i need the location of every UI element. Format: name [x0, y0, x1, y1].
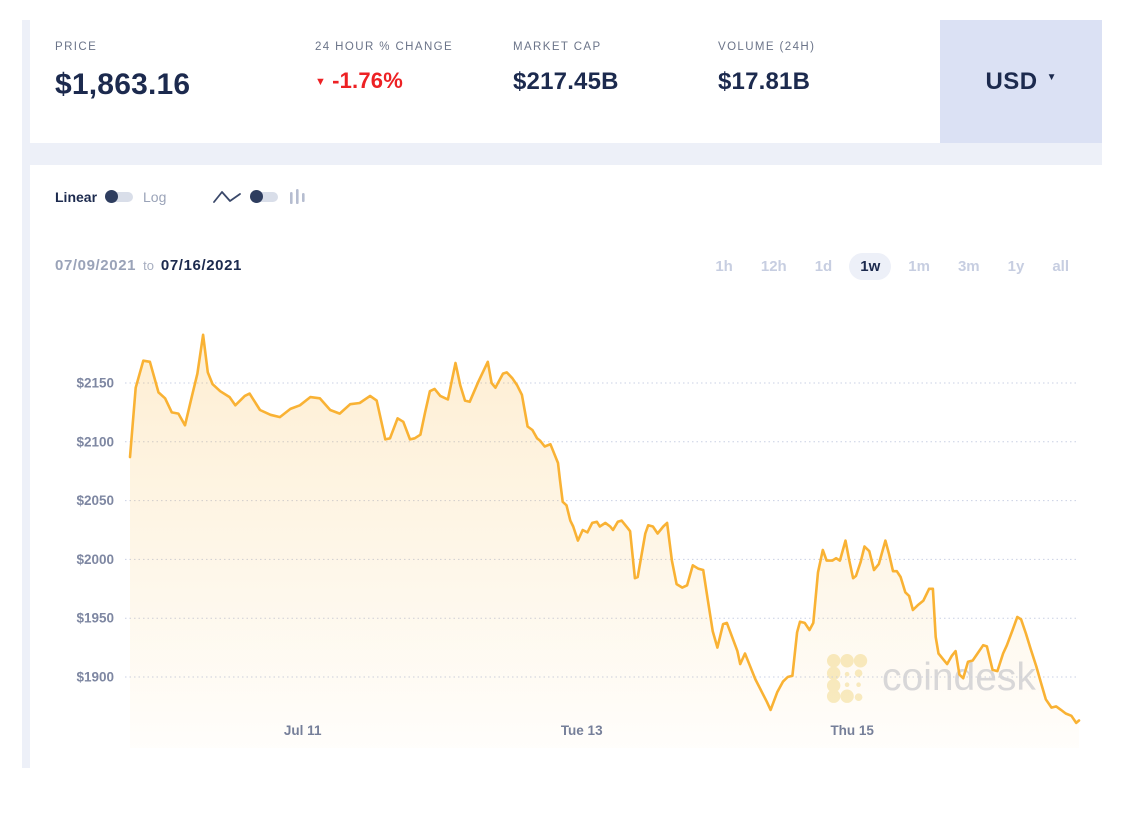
date-range-start[interactable]: 07/09/2021 [55, 257, 137, 274]
price-chart[interactable]: $2150 $2100 $2050 $2000 $1950 $1900 Jul 11 Tue … [30, 315, 1102, 768]
range-button-1m[interactable]: 1m [908, 258, 930, 275]
toggle-knob-icon [250, 190, 264, 203]
price-label: PRICE [55, 41, 98, 53]
chart-type-toggle-switch[interactable] [250, 190, 279, 203]
scale-toggle-switch[interactable] [105, 190, 134, 203]
range-button-1w[interactable]: 1w [849, 253, 892, 280]
stat-volume: VOLUME (24H) $17.81B [718, 41, 815, 96]
bar-chart-icon[interactable] [288, 187, 308, 207]
price-value: $1,863.16 [55, 68, 191, 101]
svg-text:Thu 15: Thu 15 [830, 723, 874, 738]
stats-bar: PRICE $1,863.16 24 HOUR % CHANGE ▼ -1.76… [30, 20, 1102, 143]
page-panel: PRICE $1,863.16 24 HOUR % CHANGE ▼ -1.76… [22, 20, 1102, 768]
date-range-end[interactable]: 07/16/2021 [160, 257, 242, 274]
linear-scale-label[interactable]: Linear [55, 189, 98, 205]
svg-text:$1950: $1950 [76, 611, 114, 626]
volume-label: VOLUME (24H) [718, 41, 816, 53]
range-button-1y[interactable]: 1y [1007, 258, 1025, 275]
chart-controls: Linear Log [55, 187, 308, 207]
range-button-all[interactable]: all [1052, 258, 1069, 275]
svg-text:Jul 11: Jul 11 [284, 723, 322, 738]
change-label: 24 HOUR % CHANGE [315, 41, 454, 53]
market-cap-value: $217.45B [513, 68, 619, 95]
svg-text:$2100: $2100 [76, 434, 114, 449]
axis-labels: $2150 $2100 $2050 $2000 $1950 $1900 Jul 11 Tue … [76, 376, 874, 739]
svg-text:$2050: $2050 [76, 493, 114, 508]
log-scale-label[interactable]: Log [143, 189, 167, 205]
chart-card: Linear Log 07/09/2021 to 07/16/202 [30, 165, 1102, 768]
currency-label: USD [985, 67, 1038, 95]
stat-24h-change: 24 HOUR % CHANGE ▼ -1.76% [315, 41, 453, 94]
date-range-separator: to [143, 258, 154, 273]
date-range: 07/09/2021 to 07/16/2021 [55, 257, 242, 274]
svg-text:$1900: $1900 [76, 670, 114, 685]
svg-text:$2000: $2000 [76, 552, 114, 567]
stat-market-cap: MARKET CAP $217.45B [513, 41, 619, 96]
stat-price: PRICE $1,863.16 [55, 41, 190, 102]
down-arrow-icon: ▼ [315, 75, 327, 88]
price-line [128, 333, 1081, 725]
range-button-1h[interactable]: 1h [715, 258, 733, 275]
area-fill [130, 334, 1079, 748]
volume-value: $17.81B [718, 68, 811, 95]
change-value: ▼ -1.76% [315, 68, 453, 94]
time-range-buttons: 1h 12h 1d 1w 1m 3m 1y all [704, 253, 1080, 280]
market-cap-label: MARKET CAP [513, 41, 602, 53]
toggle-knob-icon [105, 190, 119, 203]
svg-text:Tue 13: Tue 13 [561, 723, 603, 738]
svg-text:$2150: $2150 [76, 376, 114, 391]
line-chart-icon[interactable] [212, 188, 242, 206]
range-button-3m[interactable]: 3m [957, 258, 980, 275]
range-button-12h[interactable]: 12h [760, 258, 787, 275]
chevron-down-icon: ▼ [1046, 72, 1057, 83]
currency-selector[interactable]: USD ▼ [940, 20, 1102, 143]
range-button-1d[interactable]: 1d [814, 258, 833, 275]
change-percent: -1.76% [332, 68, 403, 93]
